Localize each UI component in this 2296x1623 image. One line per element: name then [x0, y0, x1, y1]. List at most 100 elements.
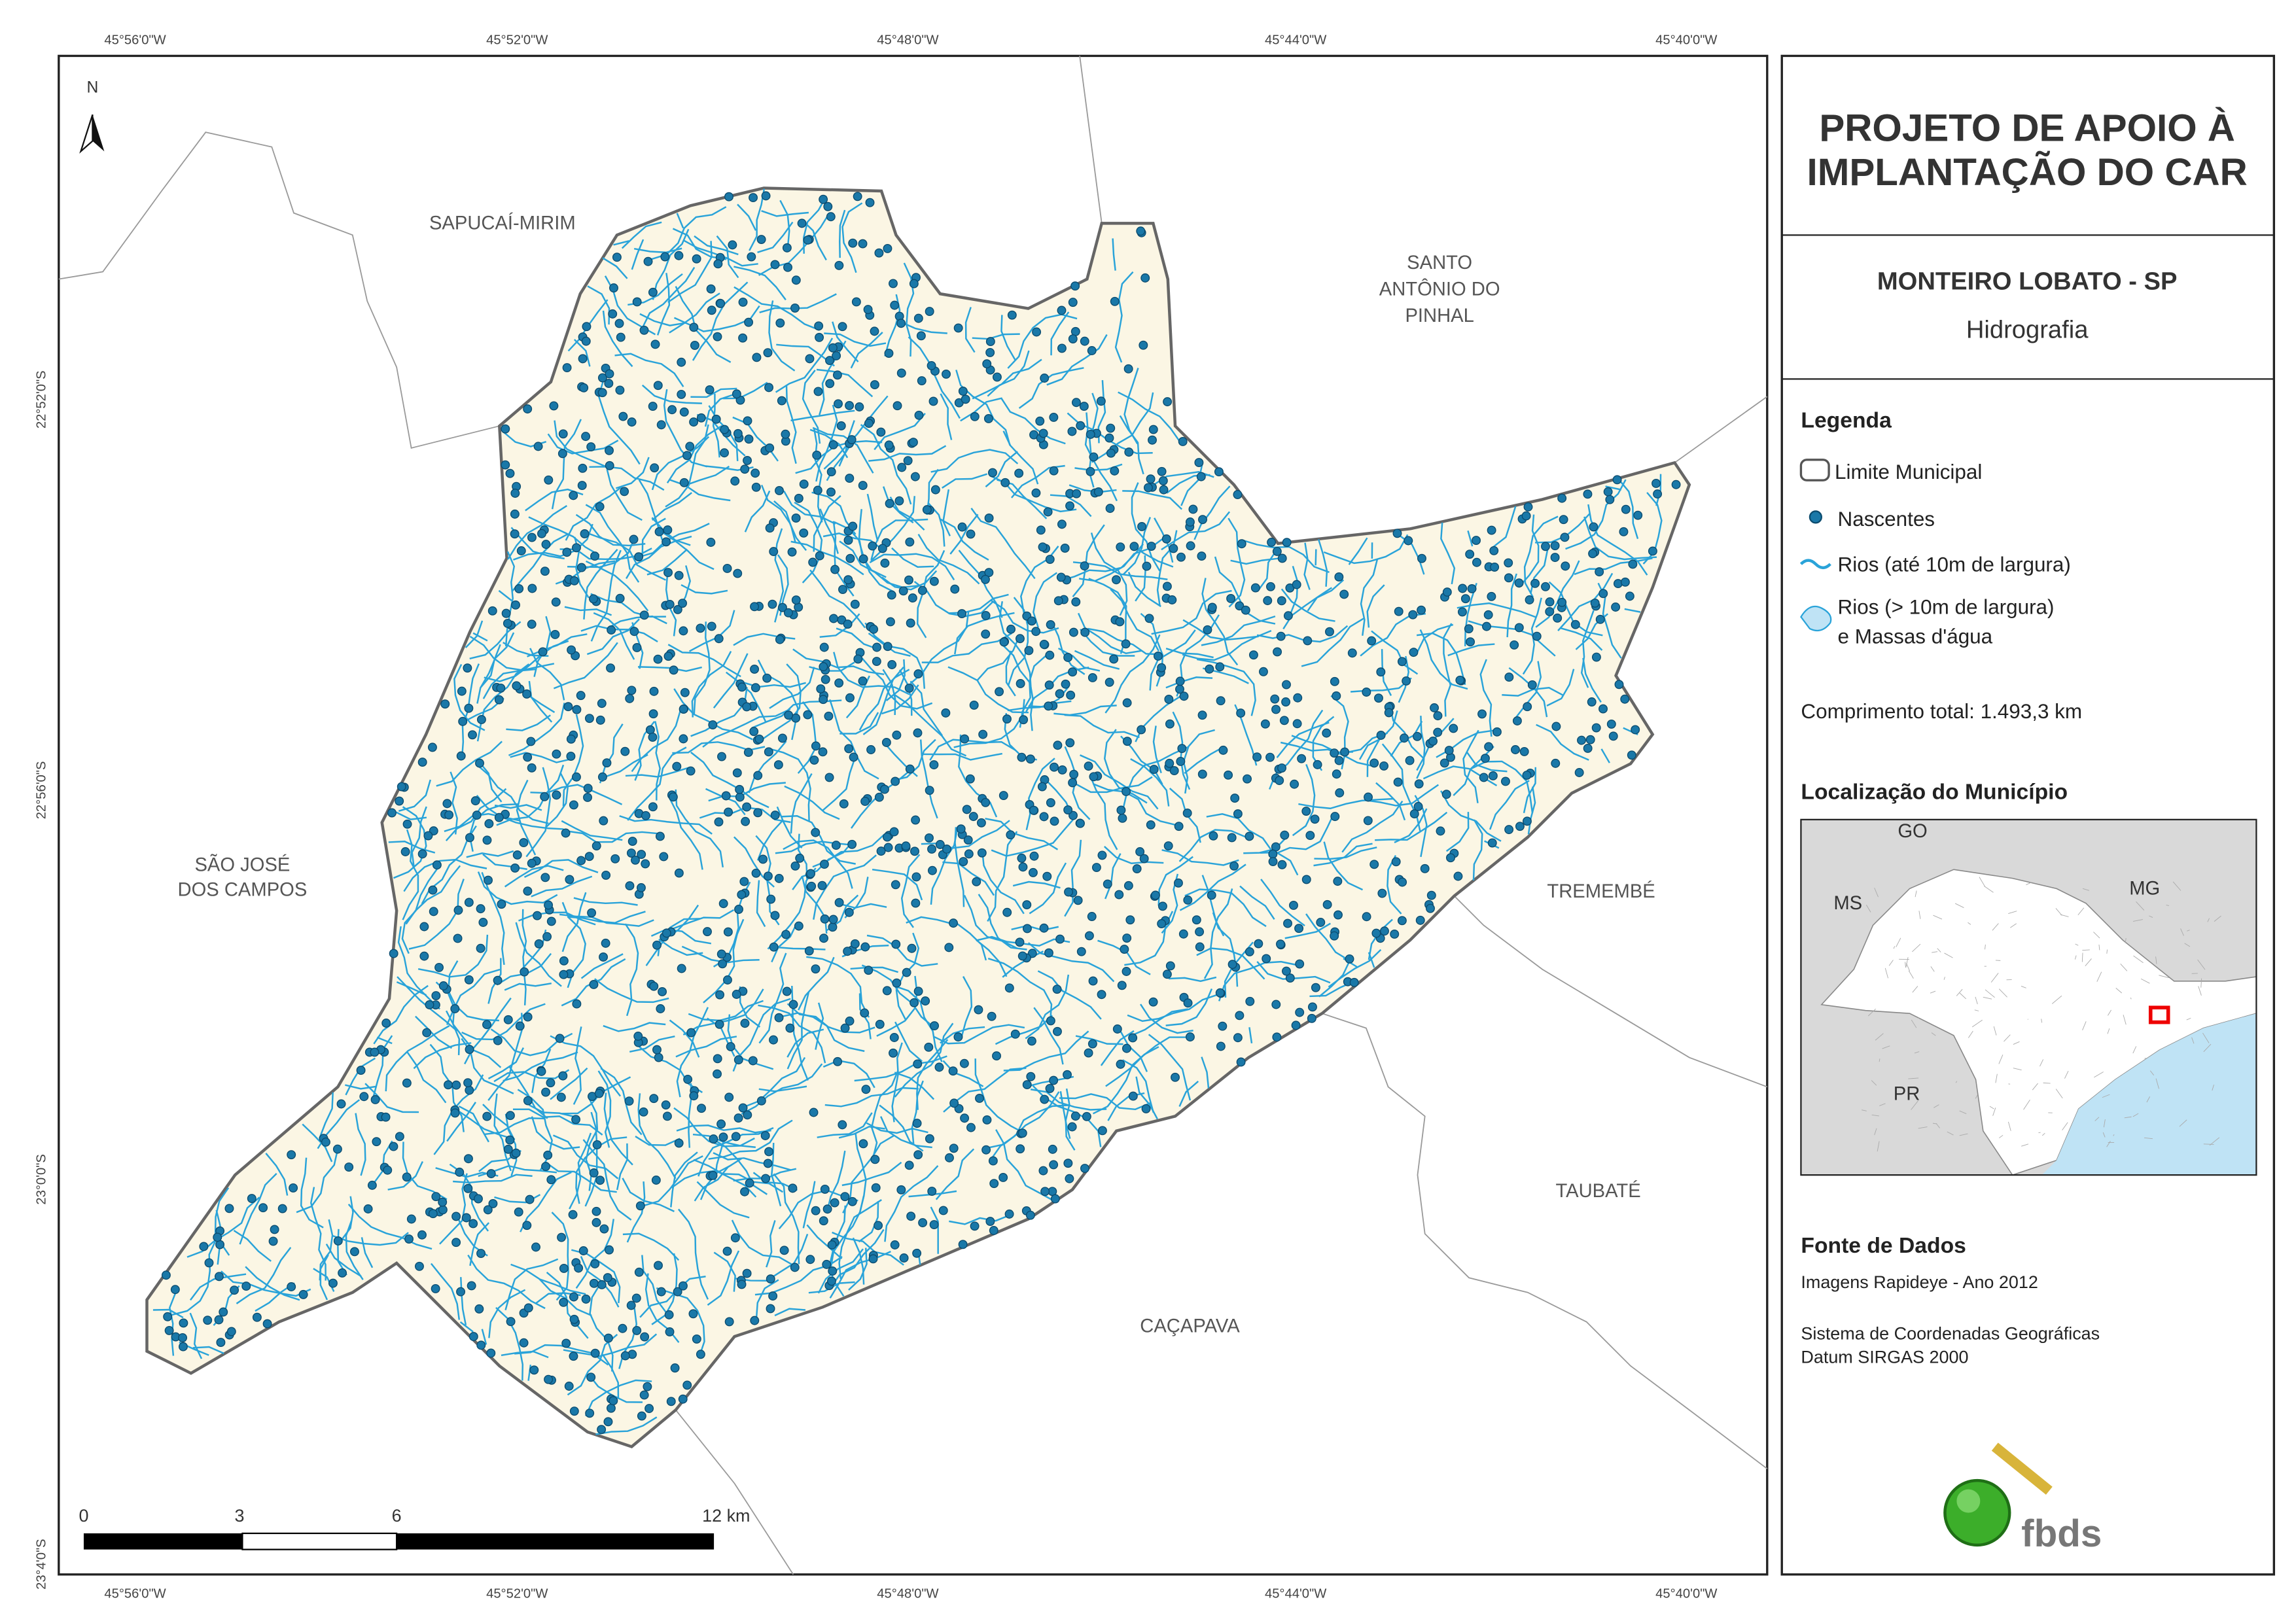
spring	[716, 298, 726, 308]
spring	[555, 1034, 565, 1043]
spring	[817, 881, 827, 890]
river	[911, 1080, 924, 1144]
spring	[497, 899, 506, 909]
spring	[533, 442, 543, 451]
spring	[597, 373, 607, 383]
spring	[811, 964, 821, 974]
river	[1298, 797, 1394, 810]
spring	[850, 599, 860, 609]
river	[1091, 392, 1154, 463]
spring	[1414, 779, 1424, 789]
river	[889, 496, 925, 531]
spring	[1050, 762, 1059, 772]
spring	[902, 968, 911, 977]
spring	[812, 450, 822, 460]
spring	[1063, 805, 1073, 814]
spring	[795, 853, 805, 863]
spring	[679, 705, 688, 714]
spring	[463, 1154, 473, 1164]
spring	[673, 1287, 682, 1297]
spring	[1330, 812, 1340, 822]
river	[561, 892, 587, 952]
total-length: Comprimento total: 1.493,3 km	[1801, 700, 2082, 723]
spring	[1097, 990, 1106, 1000]
place-name: ANTÔNIO DO	[1379, 277, 1500, 300]
spring	[751, 868, 761, 878]
grid-stroke	[1992, 923, 1999, 931]
spring	[1515, 822, 1525, 831]
spring	[543, 1150, 553, 1160]
spring	[1404, 536, 1413, 546]
spring	[602, 758, 612, 768]
spring	[1087, 346, 1097, 355]
grid-stroke	[2107, 1028, 2110, 1034]
river	[373, 985, 429, 1045]
spring	[1521, 511, 1531, 521]
spring	[959, 1058, 969, 1068]
spring	[1157, 466, 1167, 476]
river	[1057, 647, 1101, 672]
river	[544, 772, 569, 829]
spring	[1073, 896, 1083, 905]
spring	[680, 688, 690, 697]
river	[947, 666, 1029, 714]
spring	[870, 1155, 880, 1164]
spring	[957, 609, 967, 619]
river	[839, 903, 887, 909]
spring	[918, 1218, 928, 1228]
river	[531, 1116, 580, 1150]
spring	[1022, 900, 1032, 910]
spring	[777, 602, 787, 612]
boundary	[675, 1409, 794, 1575]
spring	[1035, 416, 1045, 426]
scale-label: 3	[234, 1506, 244, 1526]
spring	[989, 1226, 998, 1235]
spring	[1430, 703, 1439, 712]
spring	[1349, 977, 1359, 987]
spring	[523, 1012, 533, 1022]
grid-stroke	[2191, 1037, 2195, 1044]
spring	[474, 1194, 483, 1204]
spring	[988, 1156, 998, 1166]
spring	[1022, 924, 1032, 934]
spring	[707, 621, 716, 631]
ocean	[2041, 1013, 2257, 1176]
spring	[1010, 1029, 1020, 1039]
spring	[737, 1280, 747, 1289]
spring	[1045, 1083, 1055, 1093]
spring	[488, 1198, 498, 1208]
spring	[751, 468, 760, 478]
spring	[845, 693, 855, 703]
grid-stroke	[1911, 1019, 1917, 1028]
spring	[523, 886, 533, 896]
river	[376, 1036, 393, 1045]
river	[1260, 851, 1299, 876]
spring	[1080, 627, 1090, 637]
spring	[830, 1198, 839, 1208]
river	[518, 911, 596, 926]
spring	[1648, 546, 1657, 556]
spring	[1114, 890, 1124, 899]
spring	[825, 379, 835, 389]
river	[1472, 819, 1483, 881]
river	[1560, 627, 1603, 651]
river	[839, 209, 846, 258]
spring	[1044, 701, 1053, 711]
spring	[1266, 582, 1275, 591]
inset-frame	[1800, 818, 2257, 1176]
spring	[463, 1183, 473, 1193]
spring	[981, 629, 991, 639]
spring	[1325, 627, 1334, 637]
spring	[1195, 942, 1205, 952]
spring	[476, 943, 486, 953]
river	[372, 1140, 393, 1185]
grid-stroke	[1896, 937, 1901, 947]
spring	[226, 1327, 236, 1336]
spring	[1053, 1026, 1062, 1036]
spring	[631, 1293, 641, 1303]
spring	[843, 575, 853, 585]
river	[1600, 748, 1610, 763]
spring	[748, 1056, 758, 1066]
spring	[716, 1119, 726, 1129]
spring	[569, 800, 578, 810]
